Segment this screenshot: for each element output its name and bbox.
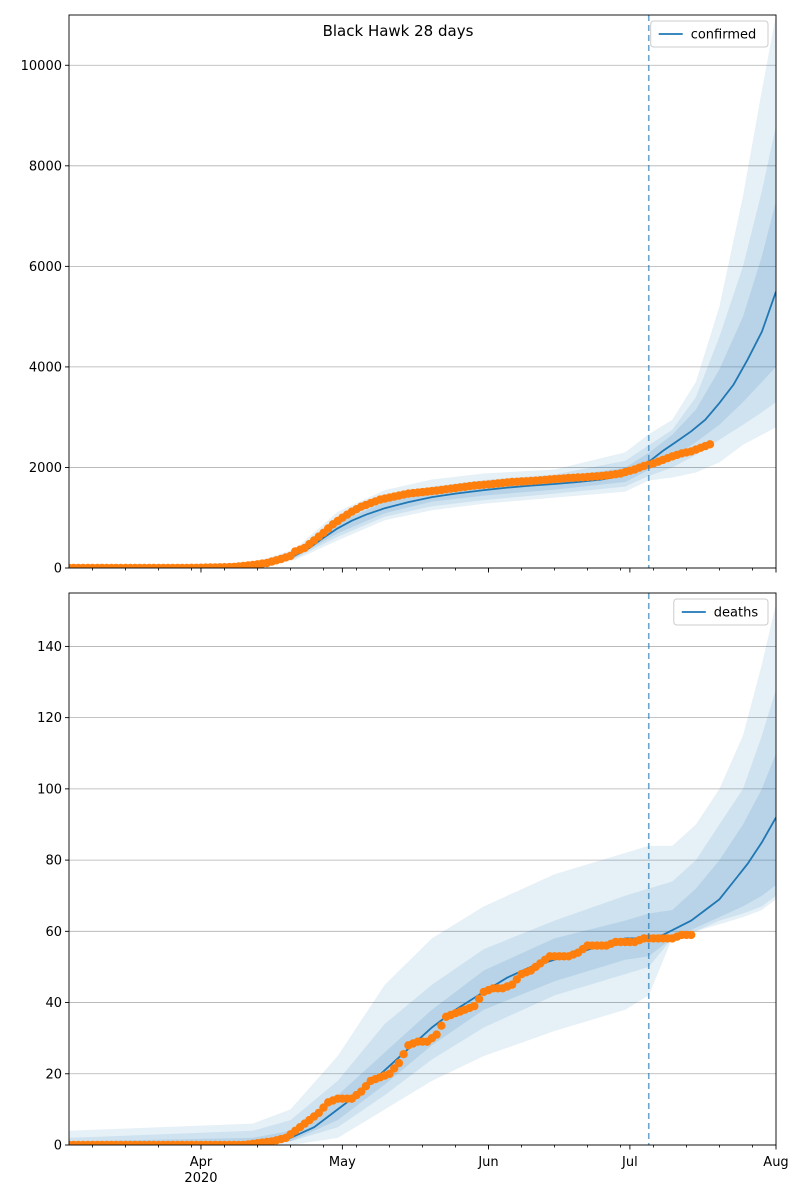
data-point [687,930,696,940]
y-tick-label: 2000 [29,461,62,476]
uncertainty-band-outer [69,603,776,1145]
data-point [399,1050,408,1059]
y-tick-label: 6000 [29,260,62,275]
y-tick-label: 20 [45,1067,62,1082]
legend-box [650,20,769,48]
y-tick-label: 100 [37,782,62,797]
legend-label: deaths [714,606,759,621]
data-point [705,440,715,449]
y-tick-label: 80 [45,854,62,869]
data-point [437,1021,446,1030]
data-point [470,1001,479,1011]
data-point [357,1087,366,1096]
y-tick-label: 120 [37,711,62,726]
x-tick-sublabel: 2020 [184,1171,217,1186]
x-tick-label: May [329,1155,356,1170]
figure-title: Black Hawk 28 days [323,22,474,40]
uncertainty-band-2 [69,689,776,1145]
data-point [474,994,484,1004]
observed-points-deaths [69,930,696,1145]
legend: deaths [673,598,769,626]
x-tick-label: Jul [621,1155,638,1170]
y-tick-label: 0 [54,1139,62,1154]
y-tick-label: 60 [45,925,62,940]
x-tick-label: Apr [190,1155,213,1170]
y-tick-label: 0 [54,562,62,577]
legend: confirmed [650,20,769,48]
x-tick-label: Aug [763,1155,788,1170]
data-point [394,1058,404,1068]
uncertainty-band-3 [69,201,776,568]
plot-area [69,15,776,568]
data-point [385,1069,394,1079]
observed-points-confirmed [69,440,715,568]
uncertainty-band-3 [69,753,776,1145]
legend-label: confirmed [691,28,757,43]
x-tick-label: Jun [477,1155,498,1170]
data-point [432,1030,441,1039]
chart-panel-1: 0 2000 4000 6000 8000 10000 confirmed [21,14,777,577]
legend-box [673,598,769,626]
y-tick-label: 140 [37,640,62,655]
uncertainty-band-outer [69,15,776,568]
y-tick-label: 4000 [29,360,62,375]
y-tick-label: 8000 [29,159,62,174]
y-tick-label: 10000 [21,59,62,74]
y-tick-label: 40 [45,996,62,1011]
plot-area [69,603,776,1145]
